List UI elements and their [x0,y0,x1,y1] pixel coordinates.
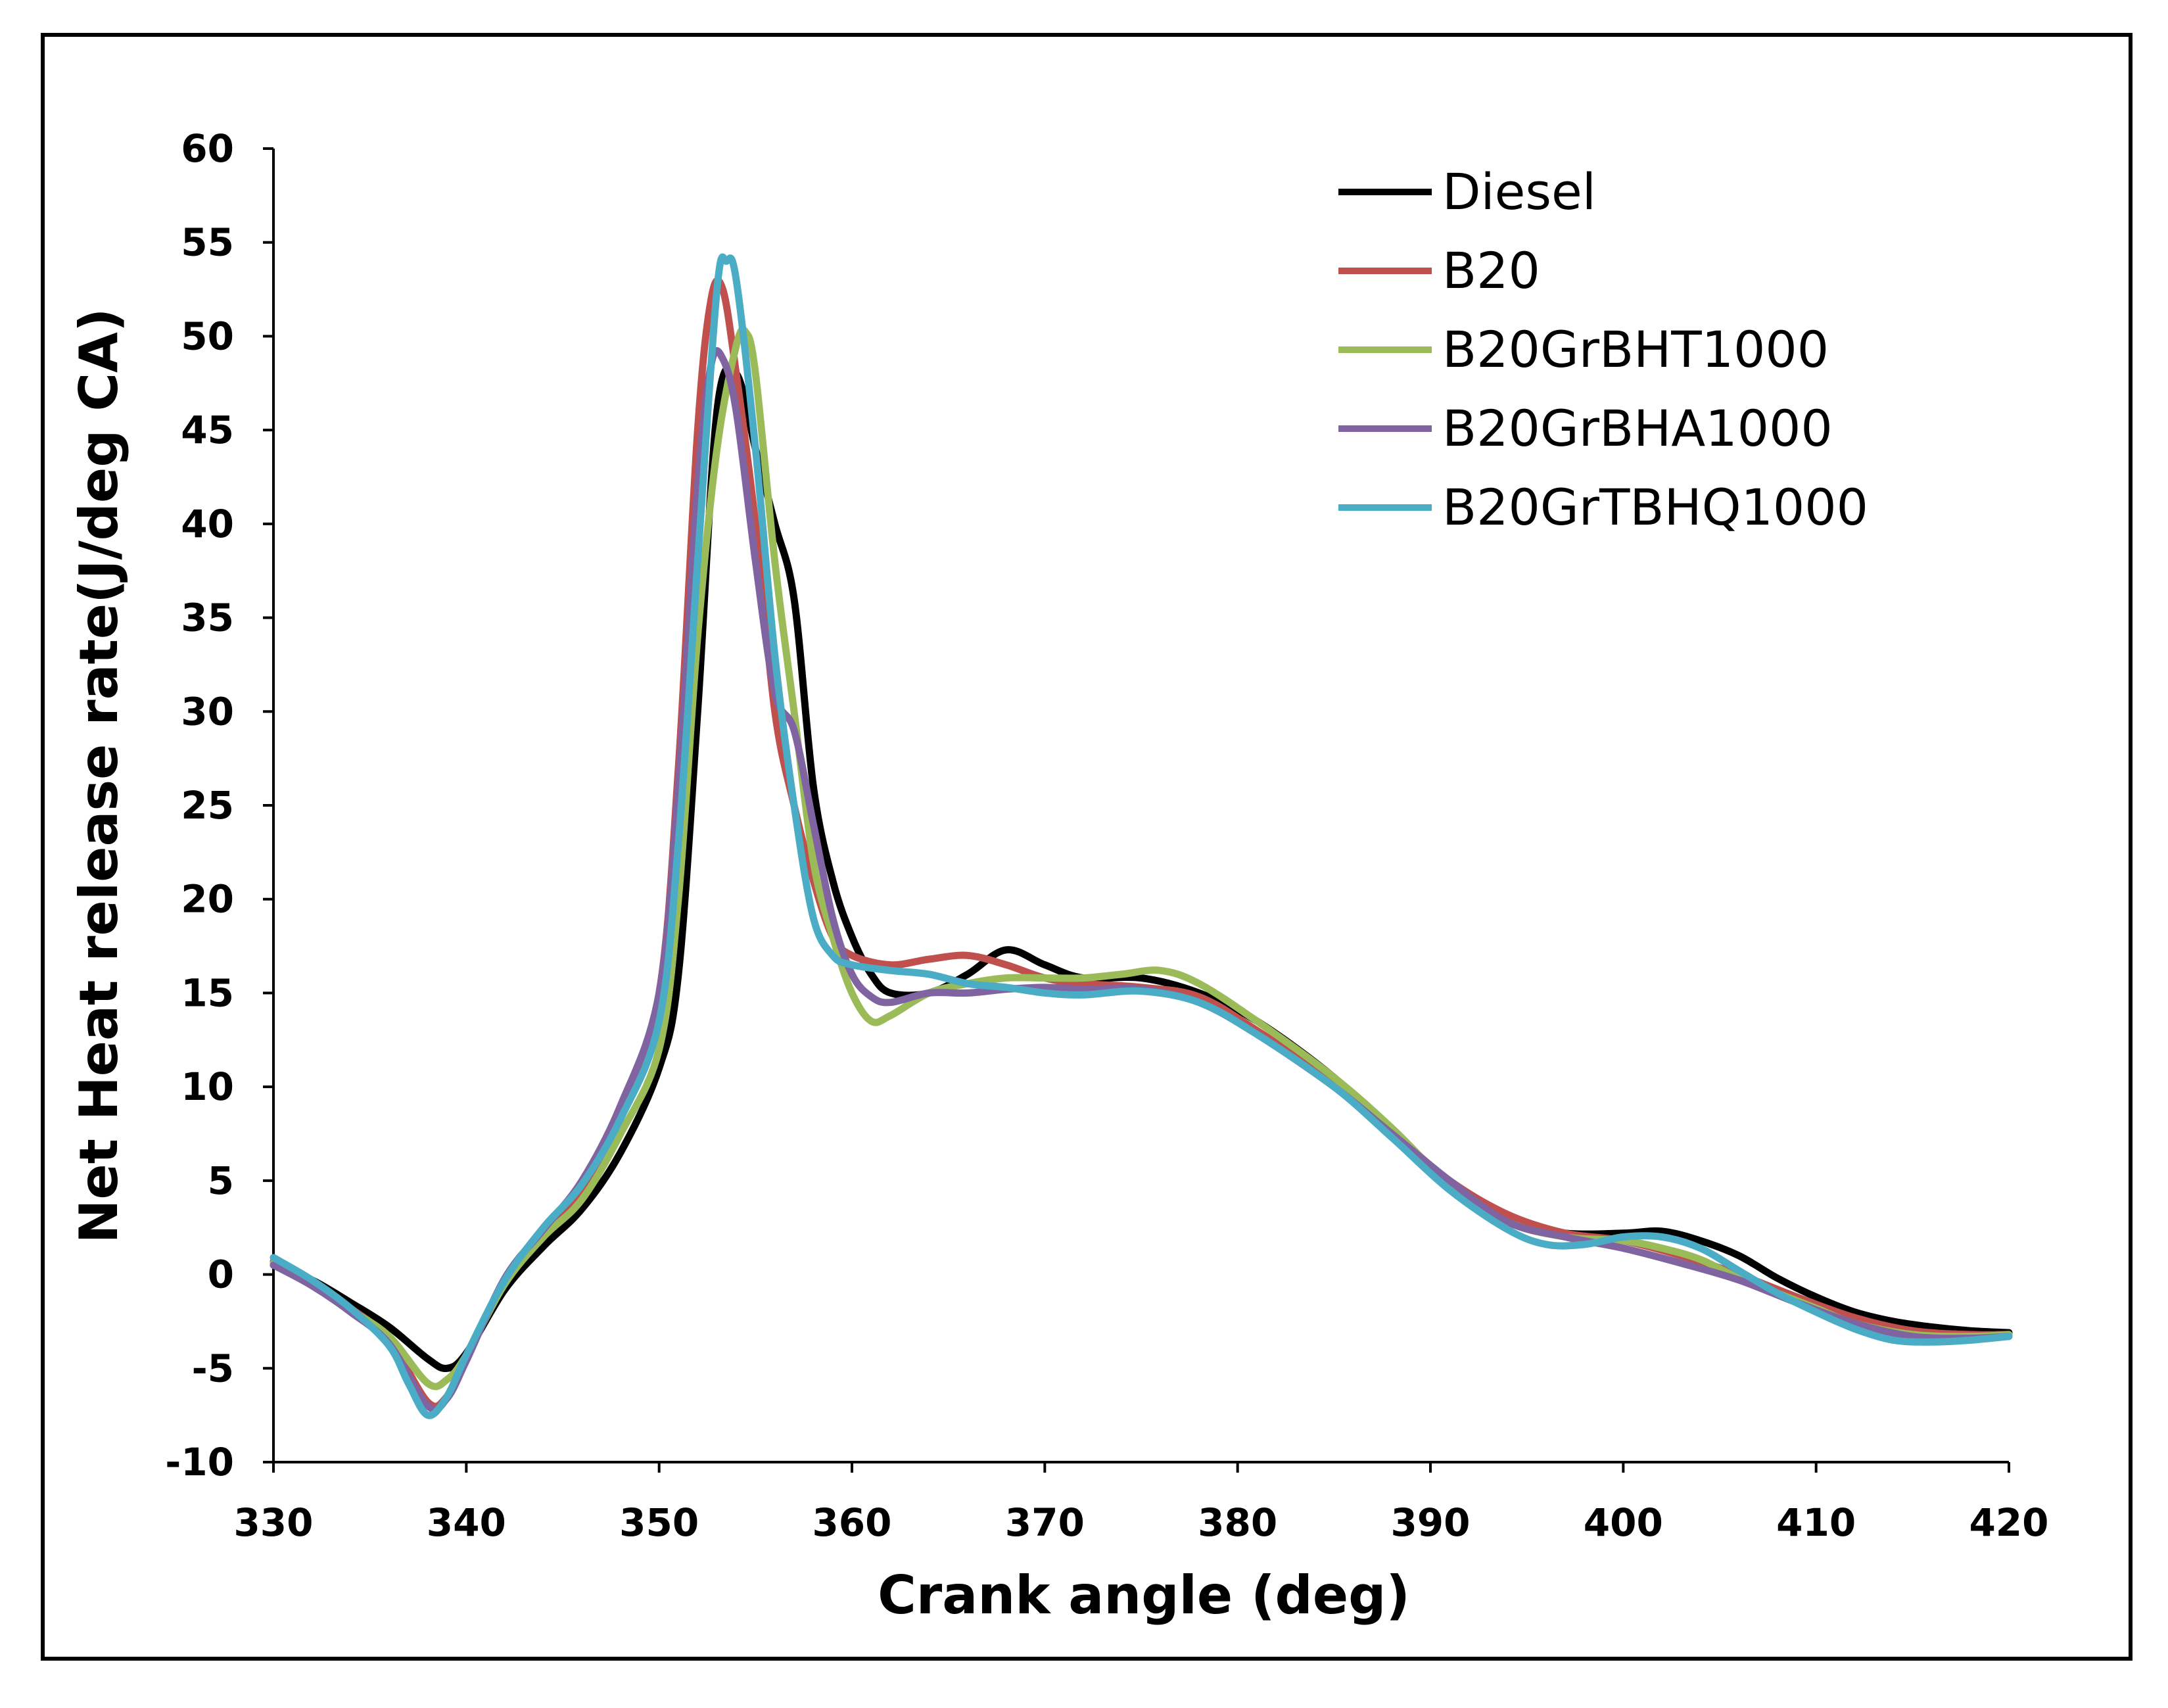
y-tick-label: -10 [165,1440,234,1484]
y-tick-label: 0 [208,1252,234,1297]
legend-label-b20grbht1000: B20GrBHT1000 [1442,320,1829,379]
legend-label-diesel: Diesel [1442,162,1596,221]
x-tick-label: 350 [619,1500,699,1545]
x-axis-title: Crank angle (deg) [878,1565,1410,1626]
x-axis-ticks: 330 340 350 360 370 380 390 400 410 420 [233,1462,2049,1545]
legend-label-b20grtbhq1000: B20GrTBHQ1000 [1442,478,1868,536]
x-tick-label: 360 [812,1500,891,1545]
y-tick-label: -5 [192,1346,234,1390]
chart-frame: -10 -5 0 5 10 15 20 25 30 35 40 45 50 55 60 330 340 350 3… [41,33,2133,1661]
y-tick-label: 50 [181,314,234,358]
y-tick-label: 20 [181,877,234,922]
x-tick-label: 330 [233,1500,313,1545]
legend: Diesel B20 B20GrBHT1000 B20GrBHA1000 B20GrTB… [1338,162,1868,536]
y-tick-label: 35 [181,596,234,640]
series-lines [270,253,2013,1419]
series-line-b20grtbhq1000 [270,253,2013,1419]
legend-label-b20grbha1000: B20GrBHA1000 [1442,399,1833,458]
x-tick-label: 370 [1005,1500,1085,1545]
x-tick-label: 400 [1584,1500,1663,1545]
x-tick-label: 390 [1390,1500,1470,1545]
legend-label-b20: B20 [1442,241,1540,300]
y-tick-label: 40 [181,502,234,546]
y-tick-label: 25 [181,783,234,828]
y-tick-label: 10 [181,1064,234,1109]
x-tick-label: 410 [1776,1500,1856,1545]
y-tick-label: 55 [181,220,234,265]
x-tick-label: 380 [1198,1500,1277,1545]
y-tick-label: 5 [208,1158,234,1203]
y-tick-label: 30 [181,689,234,734]
x-tick-label: 340 [427,1500,506,1545]
y-axis-title: Net Heat release rate(J/deg CA) [68,308,130,1243]
y-tick-label: 45 [181,408,234,452]
y-tick-label: 15 [181,970,234,1015]
y-tick-label: 60 [181,126,234,171]
y-axis-ticks: -10 -5 0 5 10 15 20 25 30 35 40 45 50 55 60 [165,126,273,1484]
x-tick-label: 420 [1969,1500,2048,1545]
series-line-diesel [270,364,2013,1373]
